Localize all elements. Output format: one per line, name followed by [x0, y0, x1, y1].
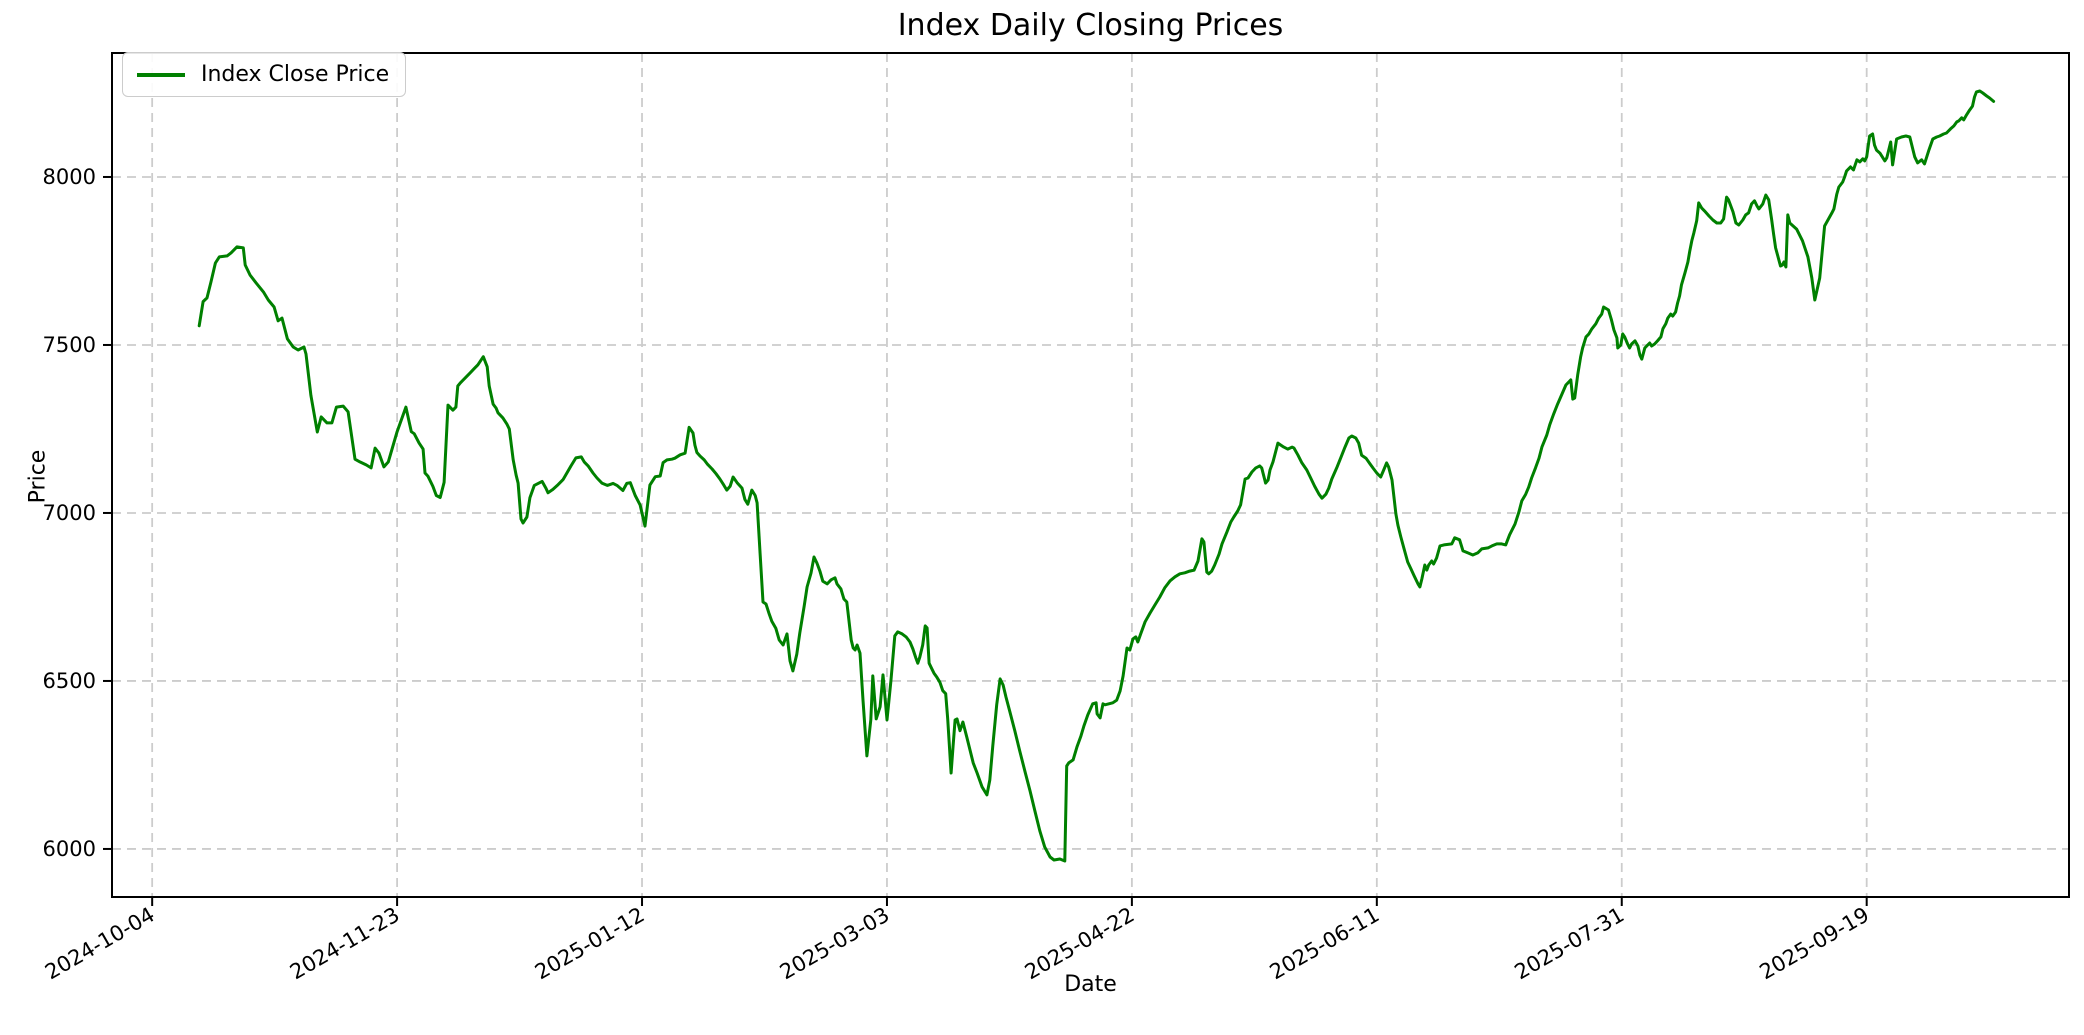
price-line	[197, 89, 1996, 863]
x-axis-label: Date	[1064, 972, 1117, 997]
chart-title: Index Daily Closing Prices	[897, 8, 1284, 43]
y-tick-label: 8000	[43, 165, 96, 189]
y-axis-label: Price	[25, 449, 51, 504]
legend-label: Index Close Price	[201, 62, 390, 87]
axes-spines	[111, 52, 2070, 898]
legend: Index Close Price	[122, 52, 407, 97]
y-tick-label: 6000	[43, 837, 96, 861]
y-tick-label: 7500	[43, 333, 96, 357]
y-tick-label: 6500	[43, 669, 96, 693]
y-tick-label: 7000	[43, 501, 96, 525]
legend-line-sample	[137, 72, 185, 77]
